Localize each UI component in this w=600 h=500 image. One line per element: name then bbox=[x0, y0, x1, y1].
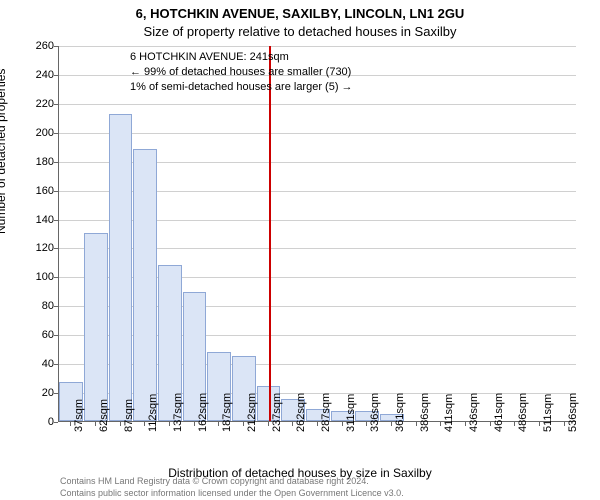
y-tick-label: 120 bbox=[14, 242, 54, 254]
x-tick-mark bbox=[95, 422, 96, 426]
plot-area bbox=[58, 46, 576, 422]
y-tick-mark bbox=[54, 422, 58, 423]
x-tick-mark bbox=[144, 422, 145, 426]
y-tick-label: 160 bbox=[14, 185, 54, 197]
x-tick-mark bbox=[243, 422, 244, 426]
x-tick-label: 212sqm bbox=[246, 393, 258, 432]
x-tick-mark bbox=[292, 422, 293, 426]
x-tick-label: 37sqm bbox=[73, 399, 85, 432]
x-tick-mark bbox=[218, 422, 219, 426]
credit-line-1: Contains HM Land Registry data © Crown c… bbox=[60, 476, 369, 486]
x-tick-mark bbox=[490, 422, 491, 426]
y-tick-mark bbox=[54, 335, 58, 336]
y-tick-label: 60 bbox=[14, 329, 54, 341]
gridline-h bbox=[59, 133, 576, 134]
y-tick-mark bbox=[54, 364, 58, 365]
y-tick-label: 0 bbox=[14, 416, 54, 428]
x-tick-label: 511sqm bbox=[542, 394, 554, 432]
credit-line-2: Contains public sector information licen… bbox=[60, 488, 404, 498]
x-tick-label: 536sqm bbox=[567, 393, 579, 432]
histogram-bar bbox=[133, 149, 157, 421]
y-tick-mark bbox=[54, 191, 58, 192]
y-tick-label: 140 bbox=[14, 214, 54, 226]
x-tick-label: 436sqm bbox=[468, 393, 480, 432]
x-tick-label: 287sqm bbox=[320, 393, 332, 432]
annotation-line: ← 99% of detached houses are smaller (73… bbox=[130, 65, 353, 80]
x-tick-label: 262sqm bbox=[295, 393, 307, 432]
x-tick-mark bbox=[342, 422, 343, 426]
y-tick-label: 180 bbox=[14, 156, 54, 168]
x-tick-mark bbox=[539, 422, 540, 426]
x-tick-label: 486sqm bbox=[517, 393, 529, 432]
y-tick-label: 20 bbox=[14, 387, 54, 399]
x-tick-mark bbox=[440, 422, 441, 426]
x-tick-mark bbox=[317, 422, 318, 426]
gridline-h bbox=[59, 46, 576, 47]
y-tick-label: 200 bbox=[14, 127, 54, 139]
x-tick-label: 361sqm bbox=[394, 393, 406, 432]
y-tick-label: 100 bbox=[14, 271, 54, 283]
x-tick-mark bbox=[70, 422, 71, 426]
x-tick-label: 386sqm bbox=[419, 393, 431, 432]
y-tick-mark bbox=[54, 248, 58, 249]
chart-title-sub: Size of property relative to detached ho… bbox=[0, 24, 600, 39]
y-axis-label: Number of detached properties bbox=[0, 69, 8, 234]
x-tick-label: 411sqm bbox=[443, 394, 455, 432]
y-tick-mark bbox=[54, 46, 58, 47]
y-tick-mark bbox=[54, 277, 58, 278]
property-marker-line bbox=[269, 46, 271, 421]
y-tick-mark bbox=[54, 133, 58, 134]
y-tick-label: 40 bbox=[14, 358, 54, 370]
x-tick-mark bbox=[391, 422, 392, 426]
x-tick-label: 137sqm bbox=[172, 393, 184, 432]
annotation-line: 1% of semi-detached houses are larger (5… bbox=[130, 80, 353, 95]
x-tick-mark bbox=[366, 422, 367, 426]
chart-container: 6, HOTCHKIN AVENUE, SAXILBY, LINCOLN, LN… bbox=[0, 0, 600, 500]
y-tick-label: 240 bbox=[14, 69, 54, 81]
x-tick-label: 237sqm bbox=[271, 393, 283, 432]
y-tick-mark bbox=[54, 306, 58, 307]
y-tick-mark bbox=[54, 162, 58, 163]
x-tick-label: 87sqm bbox=[123, 399, 135, 432]
gridline-h bbox=[59, 104, 576, 105]
x-tick-mark bbox=[268, 422, 269, 426]
y-tick-mark bbox=[54, 220, 58, 221]
y-tick-mark bbox=[54, 104, 58, 105]
y-tick-label: 260 bbox=[14, 40, 54, 52]
x-tick-mark bbox=[416, 422, 417, 426]
y-tick-label: 80 bbox=[14, 300, 54, 312]
histogram-bar bbox=[109, 114, 133, 421]
x-tick-label: 112sqm bbox=[147, 394, 159, 432]
x-tick-mark bbox=[564, 422, 565, 426]
x-tick-label: 62sqm bbox=[98, 399, 110, 432]
x-tick-label: 336sqm bbox=[369, 393, 381, 432]
x-tick-mark bbox=[465, 422, 466, 426]
x-tick-label: 461sqm bbox=[493, 393, 505, 432]
x-tick-mark bbox=[169, 422, 170, 426]
x-tick-mark bbox=[120, 422, 121, 426]
annotation-line: 6 HOTCHKIN AVENUE: 241sqm bbox=[130, 50, 353, 65]
x-tick-label: 187sqm bbox=[221, 393, 233, 432]
x-tick-label: 162sqm bbox=[197, 393, 209, 432]
y-tick-mark bbox=[54, 393, 58, 394]
x-tick-label: 311sqm bbox=[345, 394, 357, 432]
y-tick-label: 220 bbox=[14, 98, 54, 110]
x-tick-mark bbox=[514, 422, 515, 426]
y-tick-mark bbox=[54, 75, 58, 76]
chart-title-main: 6, HOTCHKIN AVENUE, SAXILBY, LINCOLN, LN… bbox=[0, 6, 600, 21]
x-tick-mark bbox=[194, 422, 195, 426]
annotation-box: 6 HOTCHKIN AVENUE: 241sqm← 99% of detach… bbox=[130, 50, 353, 95]
histogram-bar bbox=[84, 233, 108, 421]
